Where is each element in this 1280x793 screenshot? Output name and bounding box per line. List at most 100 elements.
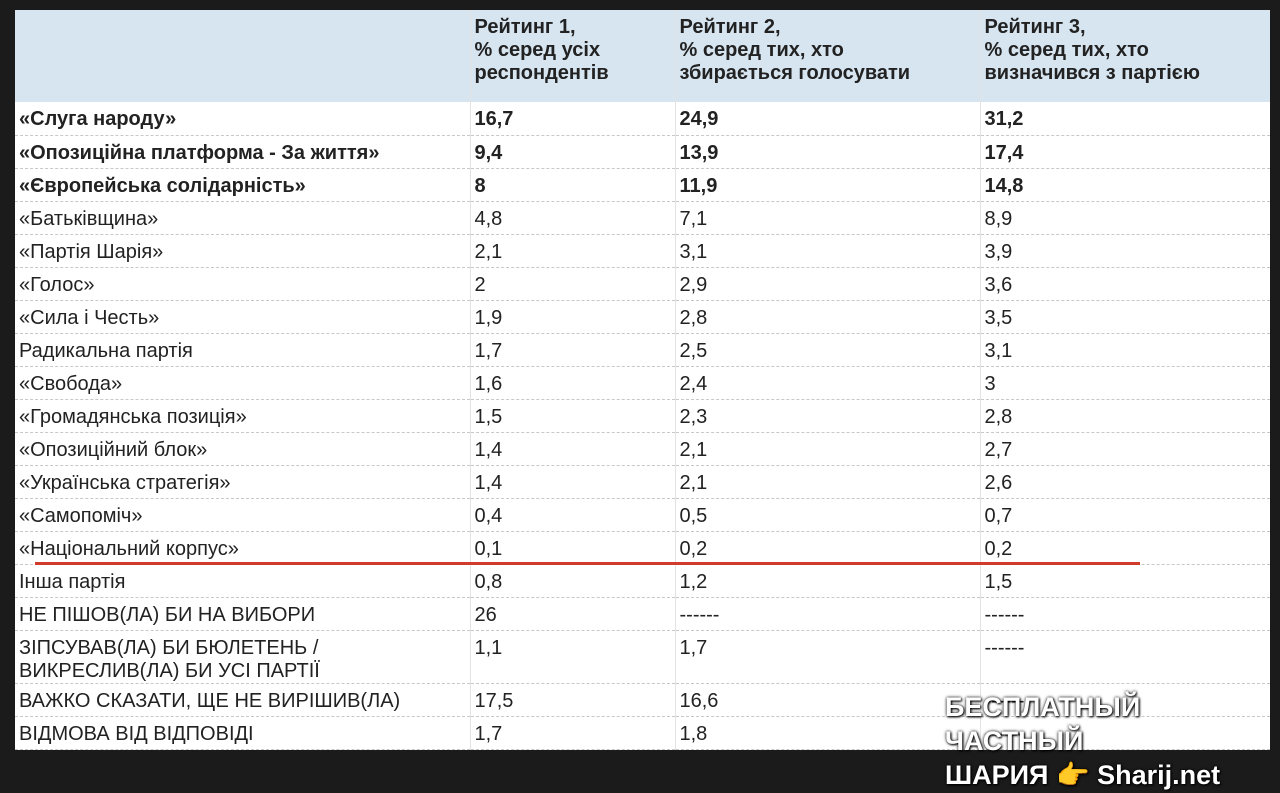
party-cell: «Європейська солідарність»: [15, 168, 470, 202]
party-cell: «Свобода»: [15, 366, 470, 400]
table-row: НЕ ПІШОВ(ЛА) БИ НА ВИБОРИ 26 ------ ------: [15, 597, 1270, 631]
value-cell: 0,7: [979, 498, 1270, 532]
watermark: БЕСПЛАТНЫЙ ЧАСТНЫЙ ШАРИЯ 👉 Sharij.net: [945, 690, 1280, 792]
value-cell: 16,6: [674, 683, 980, 717]
value-cell: 2,6: [979, 465, 1270, 499]
party-cell: «Українська стратегія»: [15, 465, 470, 499]
table-row: «Свобода» 1,6 2,4 3: [15, 366, 1270, 400]
rating-table: Рейтинг 1, % серед усіх респондентів Рейт…: [15, 10, 1270, 750]
value-cell: 3,1: [979, 333, 1270, 367]
table-row: «Батьківщина» 4,8 7,1 8,9: [15, 201, 1270, 235]
value-cell: ------: [979, 597, 1270, 631]
value-cell: 1,1: [469, 630, 675, 684]
value-cell: 1,5: [979, 564, 1270, 598]
value-cell: 2,1: [674, 432, 980, 466]
value-cell: 26: [469, 597, 675, 631]
value-cell: 3,9: [979, 234, 1270, 268]
table-row: ВІДМОВА ВІД ВІДПОВІДІ 1,7 1,8 ------: [15, 716, 1270, 750]
value-cell: 2,3: [674, 399, 980, 433]
watermark-text: Sharij.net: [1097, 760, 1221, 790]
value-cell: 1,7: [469, 333, 675, 367]
value-cell: 1,6: [469, 366, 675, 400]
red-underline: [35, 562, 1140, 565]
value-cell: 2,8: [979, 399, 1270, 433]
value-cell: 0,5: [674, 498, 980, 532]
header-row: Рейтинг 1, % серед усіх респондентів Рейт…: [15, 10, 1270, 102]
party-cell: «Слуга народу»: [15, 102, 470, 136]
value-cell: 2,1: [674, 465, 980, 499]
value-cell: 14,8: [979, 168, 1270, 202]
value-cell: 0,4: [469, 498, 675, 532]
value-cell: 3,5: [979, 300, 1270, 334]
watermark-line: ШАРИЯ 👉 Sharij.net: [945, 758, 1280, 792]
value-cell: ------: [979, 716, 1270, 750]
party-cell: ВАЖКО СКАЗАТИ, ЩЕ НЕ ВИРІШИВ(ЛА): [15, 683, 470, 717]
value-cell: 9,4: [469, 135, 675, 169]
table-row: ЗІПСУВАВ(ЛА) БИ БЮЛЕТЕНЬ / ВИКРЕСЛИВ(ЛА)…: [15, 630, 1270, 684]
value-cell: 11,9: [674, 168, 980, 202]
header-cell: Рейтинг 1, % серед усіх респондентів: [469, 10, 675, 102]
party-cell: «Сила і Честь»: [15, 300, 470, 334]
table-row: ВАЖКО СКАЗАТИ, ЩЕ НЕ ВИРІШИВ(ЛА) 17,5 16,6…: [15, 683, 1270, 717]
value-cell: 31,2: [979, 102, 1270, 136]
party-cell: «Партія Шарія»: [15, 234, 470, 268]
value-cell: 16,7: [469, 102, 675, 136]
value-cell: 0,2: [979, 531, 1270, 565]
value-cell: 13,9: [674, 135, 980, 169]
value-cell: ------: [979, 630, 1270, 684]
party-cell: Інша партія: [15, 564, 470, 598]
value-cell: 2,1: [469, 234, 675, 268]
table-row: «Самопоміч» 0,4 0,5 0,7: [15, 498, 1270, 532]
party-cell: Радикальна партія: [15, 333, 470, 367]
table-row: «Опозиційний блок» 1,4 2,1 2,7: [15, 432, 1270, 466]
table-container: Рейтинг 1, % серед усіх респондентів Рейт…: [15, 10, 1270, 750]
party-cell: «Голос»: [15, 267, 470, 301]
value-cell: 24,9: [674, 102, 980, 136]
value-cell: 1,7: [469, 716, 675, 750]
value-cell: 7,1: [674, 201, 980, 235]
party-cell: ВІДМОВА ВІД ВІДПОВІДІ: [15, 716, 470, 750]
value-cell: 0,2: [674, 531, 980, 565]
value-cell: 2,8: [674, 300, 980, 334]
table-row: Інша партія 0,8 1,2 1,5: [15, 564, 1270, 598]
value-cell: 2,5: [674, 333, 980, 367]
value-cell: 1,4: [469, 465, 675, 499]
hand-icon: 👉: [1055, 760, 1090, 790]
table-row: «Європейська солідарність» 8 11,9 14,8: [15, 168, 1270, 202]
value-cell: 17,5: [469, 683, 675, 717]
table-row: «Громадянська позиція» 1,5 2,3 2,8: [15, 399, 1270, 433]
table-row: «Партія Шарія» 2,1 3,1 3,9: [15, 234, 1270, 268]
value-cell: 3,6: [979, 267, 1270, 301]
value-cell: 2,9: [674, 267, 980, 301]
value-cell: 1,9: [469, 300, 675, 334]
party-cell: «Національний корпус»: [15, 531, 470, 565]
value-cell: 1,4: [469, 432, 675, 466]
value-cell: 2: [469, 267, 675, 301]
table-row: «Українська стратегія» 1,4 2,1 2,6: [15, 465, 1270, 499]
party-cell: «Самопоміч»: [15, 498, 470, 532]
value-cell: 1,7: [674, 630, 980, 684]
value-cell: 0,8: [469, 564, 675, 598]
value-cell: 17,4: [979, 135, 1270, 169]
value-cell: 3,1: [674, 234, 980, 268]
value-cell: 1,8: [674, 716, 980, 750]
party-cell: НЕ ПІШОВ(ЛА) БИ НА ВИБОРИ: [15, 597, 470, 631]
table-row: «Голос» 2 2,9 3,6: [15, 267, 1270, 301]
value-cell: 2,4: [674, 366, 980, 400]
value-cell: 8,9: [979, 201, 1270, 235]
watermark-text: ШАРИЯ: [945, 760, 1049, 790]
party-cell: ЗІПСУВАВ(ЛА) БИ БЮЛЕТЕНЬ / ВИКРЕСЛИВ(ЛА)…: [15, 630, 470, 684]
watermark-line: БЕСПЛАТНЫЙ ЧАСТНЫЙ: [945, 692, 1141, 756]
value-cell: 4,8: [469, 201, 675, 235]
header-cell: Рейтинг 2, % серед тих, хто збирається г…: [674, 10, 980, 102]
table-row: «Слуга народу» 16,7 24,9 31,2: [15, 102, 1270, 136]
value-cell: 8: [469, 168, 675, 202]
header-cell: [15, 10, 470, 102]
value-cell: 0,1: [469, 531, 675, 565]
party-cell: «Опозиційна платформа - За життя»: [15, 135, 470, 169]
party-cell: «Батьківщина»: [15, 201, 470, 235]
table-body: «Слуга народу» 16,7 24,9 31,2 «Опозиційна пл…: [15, 102, 1270, 750]
table-row: «Сила і Честь» 1,9 2,8 3,5: [15, 300, 1270, 334]
party-cell: «Громадянська позиція»: [15, 399, 470, 433]
